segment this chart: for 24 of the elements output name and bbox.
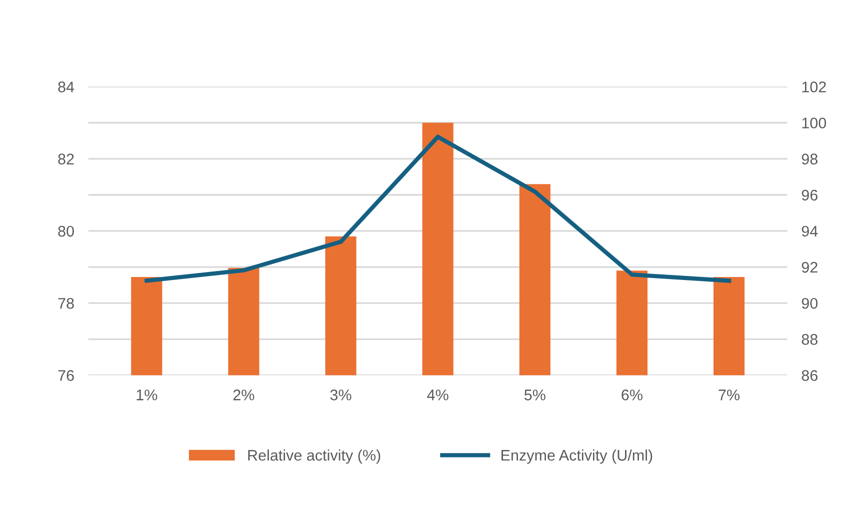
line-series [144, 134, 732, 283]
x-tick-label: 2% [233, 390, 254, 400]
y2-tick-label: 100 [802, 118, 826, 128]
y-tick-label: 82 [58, 154, 74, 164]
y-tick-label: 80 [58, 226, 74, 237]
y-tick-label: 78 [58, 298, 74, 309]
x-tick-label: 1% [136, 390, 158, 400]
legend-label: Relative activity (%) [248, 449, 380, 464]
y2-tick-label: 88 [802, 334, 818, 345]
y-tick-label: 76 [58, 370, 74, 381]
x-tick-label: 5% [524, 390, 546, 400]
y2-tick-label: 98 [802, 154, 818, 164]
y2-tick-label: 96 [802, 190, 818, 201]
legend-label: Enzyme Activity (U/ml) [502, 449, 652, 464]
x-tick-label: 7% [718, 390, 740, 400]
x-tick-label: 6% [622, 390, 642, 400]
y2-tick-label: 102 [802, 82, 826, 92]
x-tick-label: 3% [330, 390, 352, 400]
y2-tick-label: 94 [802, 226, 818, 237]
y2-tick-label: 86 [802, 370, 818, 381]
y2-tick-label: 90 [802, 298, 818, 309]
y2-tick-label: 92 [802, 262, 818, 273]
y-tick-label: 84 [58, 82, 74, 92]
x-tick-label: 4% [427, 390, 448, 400]
